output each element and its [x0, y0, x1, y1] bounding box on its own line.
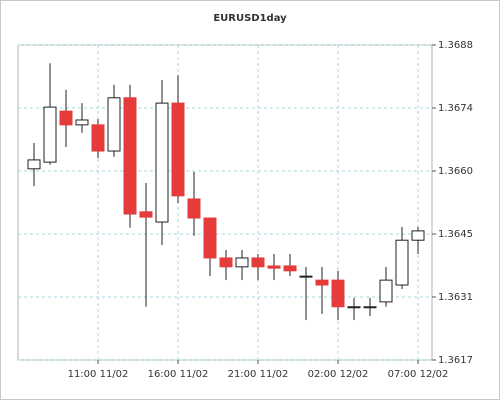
candle-body	[123, 97, 137, 215]
candle-body	[75, 119, 89, 126]
candle-body	[219, 257, 233, 268]
y-tick-label: 1.3674	[438, 103, 473, 114]
candle-body	[59, 110, 73, 126]
candle-body	[43, 106, 57, 163]
x-tick-label: 16:00 11/02	[148, 369, 209, 380]
plot-area	[17, 44, 433, 361]
candle-body	[107, 97, 121, 152]
x-tick-label: 21:00 11/02	[228, 369, 289, 380]
x-tick-label: 11:00 11/02	[68, 369, 129, 380]
candle-body	[283, 265, 297, 272]
candle-body	[331, 279, 345, 308]
y-tick-label: 1.3660	[438, 166, 473, 177]
y-tick-label: 1.3617	[438, 355, 473, 366]
candle-body	[235, 257, 249, 268]
candle-body	[251, 257, 265, 268]
candle-body	[299, 275, 313, 278]
x-tick-label: 02:00 12/02	[308, 369, 369, 380]
y-tick-label: 1.3631	[438, 292, 473, 303]
candle-body	[395, 239, 409, 286]
x-tick-label: 07:00 12/02	[388, 369, 449, 380]
y-tick-label: 1.3688	[438, 40, 473, 51]
candle-body	[187, 198, 201, 219]
candle-body	[347, 306, 361, 309]
chart-title: EURUSD1day	[213, 13, 287, 24]
candle-body	[203, 217, 217, 259]
candle-body	[27, 159, 41, 170]
candle-body	[315, 279, 329, 286]
candle-body	[363, 306, 377, 309]
candle-body	[267, 265, 281, 269]
candle-body	[171, 102, 185, 197]
candle-body	[411, 230, 425, 241]
candle-body	[139, 211, 153, 218]
y-tick-label: 1.3645	[438, 229, 473, 240]
candle-body	[91, 124, 105, 152]
candle-body	[155, 102, 169, 223]
candle-body	[379, 279, 393, 303]
